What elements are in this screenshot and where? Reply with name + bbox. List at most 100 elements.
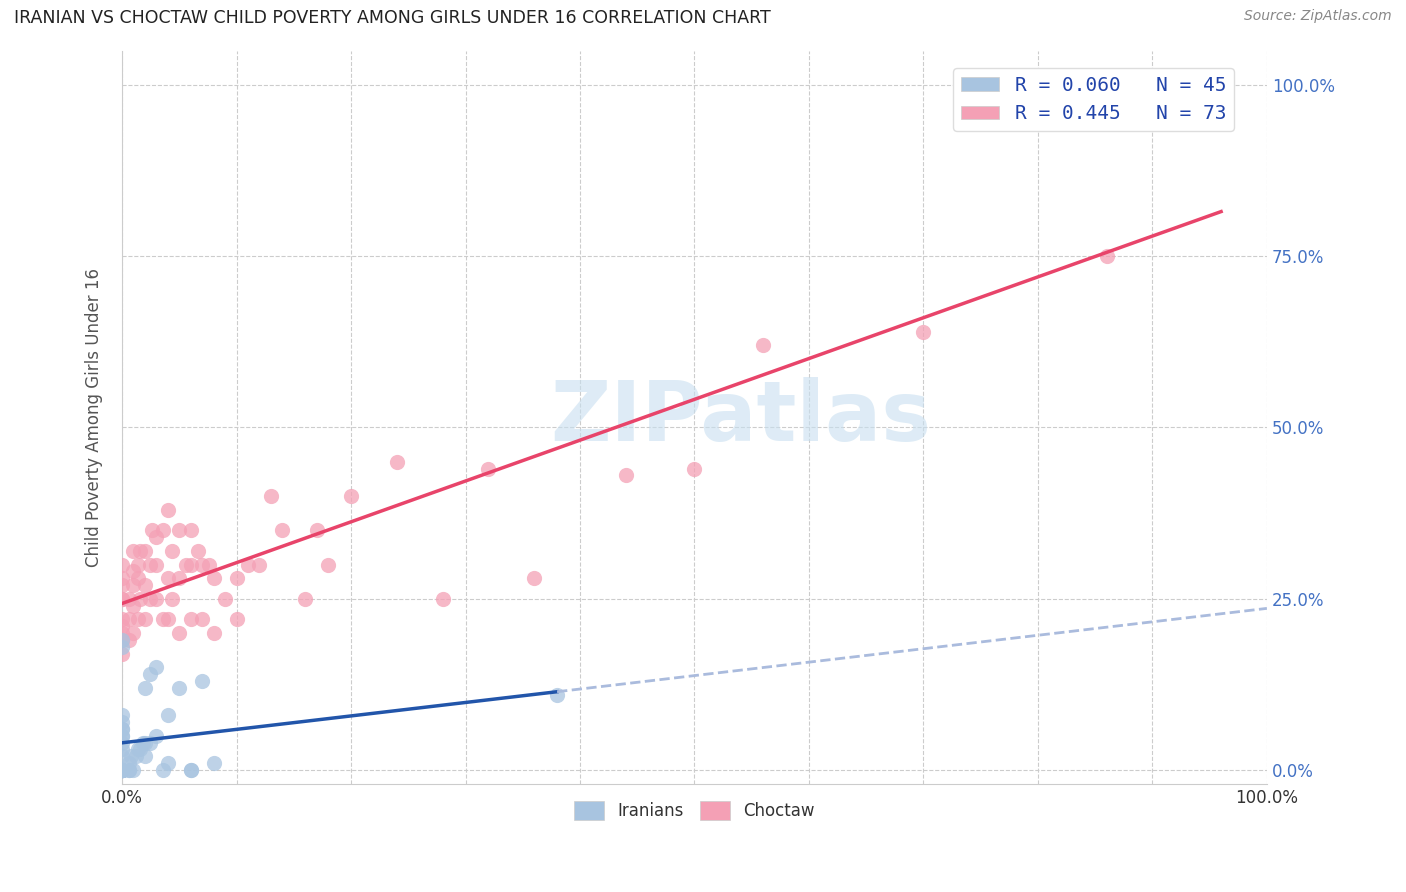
Point xyxy=(111,763,134,777)
Point xyxy=(118,756,141,771)
Point xyxy=(111,632,134,647)
Point xyxy=(477,461,499,475)
Point xyxy=(191,612,214,626)
Point xyxy=(127,612,149,626)
Point xyxy=(614,468,637,483)
Point xyxy=(271,523,294,537)
Point xyxy=(111,591,134,606)
Point xyxy=(111,763,134,777)
Point xyxy=(129,543,152,558)
Point xyxy=(249,558,271,572)
Point xyxy=(202,626,225,640)
Point xyxy=(134,736,156,750)
Point xyxy=(202,571,225,585)
Point xyxy=(122,763,145,777)
Point xyxy=(236,558,259,572)
Point xyxy=(111,640,134,654)
Point xyxy=(145,558,167,572)
Point xyxy=(523,571,546,585)
Point xyxy=(111,591,134,606)
Point xyxy=(111,578,134,592)
Point xyxy=(180,558,202,572)
Point xyxy=(111,729,134,743)
Point xyxy=(122,599,145,613)
Point xyxy=(129,742,152,756)
Point xyxy=(111,729,134,743)
Point xyxy=(340,489,363,503)
Point xyxy=(111,736,134,750)
Point xyxy=(111,626,134,640)
Point xyxy=(111,742,134,756)
Point xyxy=(385,455,408,469)
Point xyxy=(118,612,141,626)
Point xyxy=(169,523,191,537)
Point xyxy=(152,612,174,626)
Point xyxy=(111,763,134,777)
Text: IRANIAN VS CHOCTAW CHILD POVERTY AMONG GIRLS UNDER 16 CORRELATION CHART: IRANIAN VS CHOCTAW CHILD POVERTY AMONG G… xyxy=(14,9,770,27)
Point xyxy=(138,667,160,681)
Point xyxy=(127,558,149,572)
Point xyxy=(1095,249,1118,263)
Point xyxy=(156,612,179,626)
Point xyxy=(180,612,202,626)
Point xyxy=(134,578,156,592)
Point xyxy=(111,763,134,777)
Point xyxy=(305,523,328,537)
Point xyxy=(294,591,316,606)
Point xyxy=(118,632,141,647)
Point xyxy=(111,612,134,626)
Point xyxy=(546,688,568,702)
Point xyxy=(145,729,167,743)
Legend: Iranians, Choctaw: Iranians, Choctaw xyxy=(567,794,821,827)
Text: ZIPatlas: ZIPatlas xyxy=(550,376,931,458)
Point xyxy=(683,461,706,475)
Point xyxy=(912,325,935,339)
Point xyxy=(111,763,134,777)
Point xyxy=(1209,78,1232,92)
Point xyxy=(156,708,179,723)
Point xyxy=(122,578,145,592)
Point xyxy=(202,756,225,771)
Point xyxy=(260,489,283,503)
Point xyxy=(214,591,236,606)
Point xyxy=(138,591,160,606)
Point xyxy=(122,626,145,640)
Point xyxy=(169,571,191,585)
Point xyxy=(225,612,247,626)
Point xyxy=(111,632,134,647)
Point xyxy=(191,558,214,572)
Point xyxy=(138,736,160,750)
Point xyxy=(118,763,141,777)
Point xyxy=(145,660,167,674)
Point xyxy=(187,543,209,558)
Point xyxy=(127,742,149,756)
Point xyxy=(111,722,134,736)
Point xyxy=(111,763,134,777)
Point xyxy=(111,722,134,736)
Point xyxy=(111,763,134,777)
Point xyxy=(162,591,184,606)
Point xyxy=(191,673,214,688)
Point xyxy=(145,530,167,544)
Point xyxy=(127,571,149,585)
Point xyxy=(180,763,202,777)
Point xyxy=(432,591,454,606)
Point xyxy=(156,756,179,771)
Point xyxy=(122,543,145,558)
Point xyxy=(145,591,167,606)
Point xyxy=(118,763,141,777)
Point xyxy=(111,619,134,633)
Point xyxy=(162,543,184,558)
Point xyxy=(134,612,156,626)
Point xyxy=(180,523,202,537)
Point xyxy=(122,565,145,579)
Point xyxy=(752,338,775,352)
Point xyxy=(111,715,134,730)
Point xyxy=(111,708,134,723)
Point xyxy=(111,763,134,777)
Point xyxy=(111,749,134,764)
Point xyxy=(111,558,134,572)
Text: Source: ZipAtlas.com: Source: ZipAtlas.com xyxy=(1244,9,1392,23)
Point xyxy=(125,749,148,764)
Point xyxy=(156,502,179,516)
